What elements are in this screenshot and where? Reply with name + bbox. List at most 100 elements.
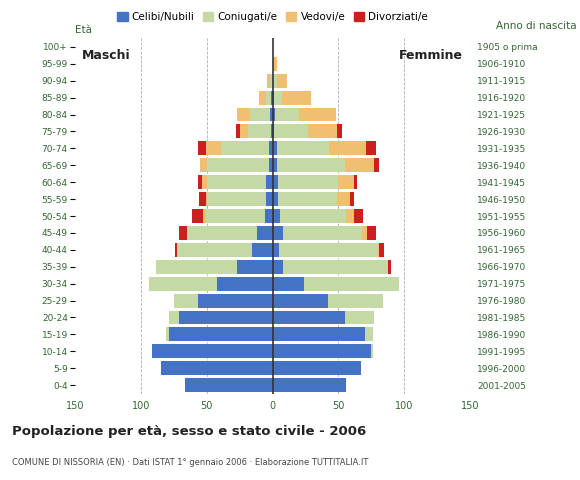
Bar bbox=[237, 108, 250, 121]
Bar bbox=[273, 243, 279, 257]
Bar bbox=[149, 277, 218, 290]
Text: Anno di nascita: Anno di nascita bbox=[496, 21, 577, 31]
Bar bbox=[273, 74, 277, 88]
Bar bbox=[378, 243, 379, 257]
Bar bbox=[205, 192, 207, 206]
Bar bbox=[240, 124, 248, 138]
Bar bbox=[161, 361, 273, 375]
Bar bbox=[271, 91, 273, 105]
Bar bbox=[236, 124, 240, 138]
Bar bbox=[198, 294, 273, 308]
Bar bbox=[218, 277, 273, 290]
Bar bbox=[350, 192, 354, 206]
Bar bbox=[250, 108, 270, 121]
Bar bbox=[199, 192, 205, 206]
Bar bbox=[259, 91, 266, 105]
Bar bbox=[207, 158, 269, 172]
Bar bbox=[345, 311, 374, 324]
Bar bbox=[278, 192, 337, 206]
Bar bbox=[283, 260, 388, 274]
Bar bbox=[273, 327, 365, 341]
Bar bbox=[346, 209, 354, 223]
Bar bbox=[273, 260, 283, 274]
Bar bbox=[270, 74, 273, 88]
Bar bbox=[362, 226, 367, 240]
Text: COMUNE DI NISSORIA (EN) · Dati ISTAT 1° gennaio 2006 · Elaborazione TUTTITALIA.I: COMUNE DI NISSORIA (EN) · Dati ISTAT 1° … bbox=[12, 458, 368, 468]
Bar bbox=[175, 243, 177, 257]
Bar bbox=[371, 344, 372, 358]
Bar bbox=[374, 158, 379, 172]
Bar bbox=[328, 294, 383, 308]
Bar bbox=[273, 294, 328, 308]
Bar bbox=[273, 277, 304, 290]
Bar bbox=[184, 378, 273, 392]
Bar bbox=[299, 108, 336, 121]
Bar bbox=[207, 175, 266, 189]
Bar bbox=[338, 175, 354, 189]
Bar bbox=[179, 226, 187, 240]
Bar bbox=[277, 74, 287, 88]
Bar bbox=[367, 226, 376, 240]
Bar bbox=[264, 209, 273, 223]
Bar bbox=[274, 91, 282, 105]
Bar bbox=[276, 108, 299, 121]
Bar bbox=[222, 142, 269, 155]
Bar bbox=[266, 91, 271, 105]
Bar bbox=[273, 108, 275, 121]
Bar bbox=[273, 209, 281, 223]
Bar bbox=[166, 327, 169, 341]
Bar bbox=[155, 260, 237, 274]
Bar bbox=[354, 209, 363, 223]
Bar bbox=[198, 175, 202, 189]
Bar bbox=[278, 175, 338, 189]
Bar bbox=[248, 124, 271, 138]
Bar bbox=[279, 243, 378, 257]
Bar bbox=[198, 142, 205, 155]
Bar bbox=[273, 192, 278, 206]
Bar bbox=[271, 124, 273, 138]
Text: Femmine: Femmine bbox=[399, 49, 463, 62]
Bar bbox=[273, 57, 274, 71]
Bar bbox=[205, 142, 222, 155]
Bar bbox=[270, 108, 273, 121]
Bar bbox=[187, 226, 257, 240]
Bar bbox=[257, 226, 273, 240]
Bar bbox=[273, 158, 277, 172]
Bar bbox=[174, 294, 198, 308]
Bar bbox=[273, 344, 371, 358]
Bar bbox=[269, 142, 273, 155]
Bar bbox=[277, 158, 345, 172]
Text: Popolazione per età, sesso e stato civile - 2006: Popolazione per età, sesso e stato civil… bbox=[12, 425, 366, 438]
Legend: Celibi/Nubili, Coniugati/e, Vedovi/e, Divorziati/e: Celibi/Nubili, Coniugati/e, Vedovi/e, Di… bbox=[113, 8, 432, 26]
Bar bbox=[177, 243, 252, 257]
Bar bbox=[337, 124, 342, 138]
Bar bbox=[203, 209, 205, 223]
Bar bbox=[151, 344, 273, 358]
Bar bbox=[273, 311, 345, 324]
Text: Maschi: Maschi bbox=[82, 49, 130, 62]
Bar bbox=[179, 311, 273, 324]
Bar bbox=[266, 175, 273, 189]
Bar bbox=[266, 192, 273, 206]
Bar bbox=[169, 327, 273, 341]
Bar bbox=[388, 260, 391, 274]
Bar bbox=[308, 124, 337, 138]
Bar bbox=[267, 74, 270, 88]
Bar bbox=[273, 124, 274, 138]
Bar bbox=[273, 226, 283, 240]
Bar bbox=[193, 209, 203, 223]
Bar bbox=[277, 142, 329, 155]
Bar bbox=[283, 226, 362, 240]
Bar bbox=[273, 361, 361, 375]
Bar bbox=[329, 142, 366, 155]
Bar bbox=[365, 327, 372, 341]
Bar bbox=[205, 209, 264, 223]
Bar bbox=[354, 175, 357, 189]
Bar bbox=[207, 192, 266, 206]
Text: Età: Età bbox=[75, 25, 92, 35]
Bar bbox=[379, 243, 385, 257]
Bar bbox=[274, 57, 277, 71]
Bar bbox=[337, 192, 350, 206]
Bar bbox=[282, 91, 311, 105]
Bar bbox=[269, 158, 273, 172]
